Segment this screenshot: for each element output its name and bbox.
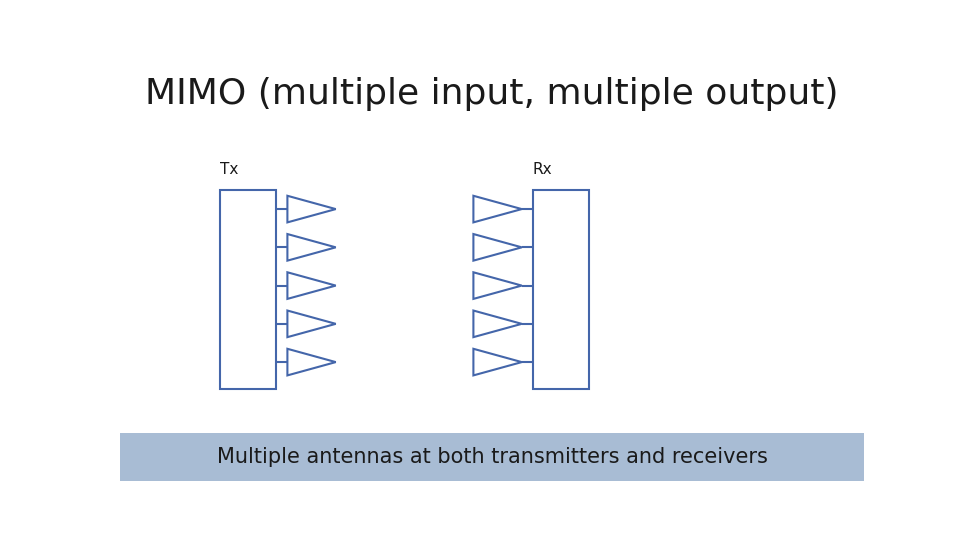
Text: MIMO (multiple input, multiple output): MIMO (multiple input, multiple output) <box>145 77 839 111</box>
Bar <box>533 190 588 389</box>
Text: Tx: Tx <box>221 162 239 177</box>
Text: Rx: Rx <box>533 162 553 177</box>
Text: Multiple antennas at both transmitters and receivers: Multiple antennas at both transmitters a… <box>217 447 767 467</box>
Bar <box>120 433 864 481</box>
Bar <box>221 190 276 389</box>
